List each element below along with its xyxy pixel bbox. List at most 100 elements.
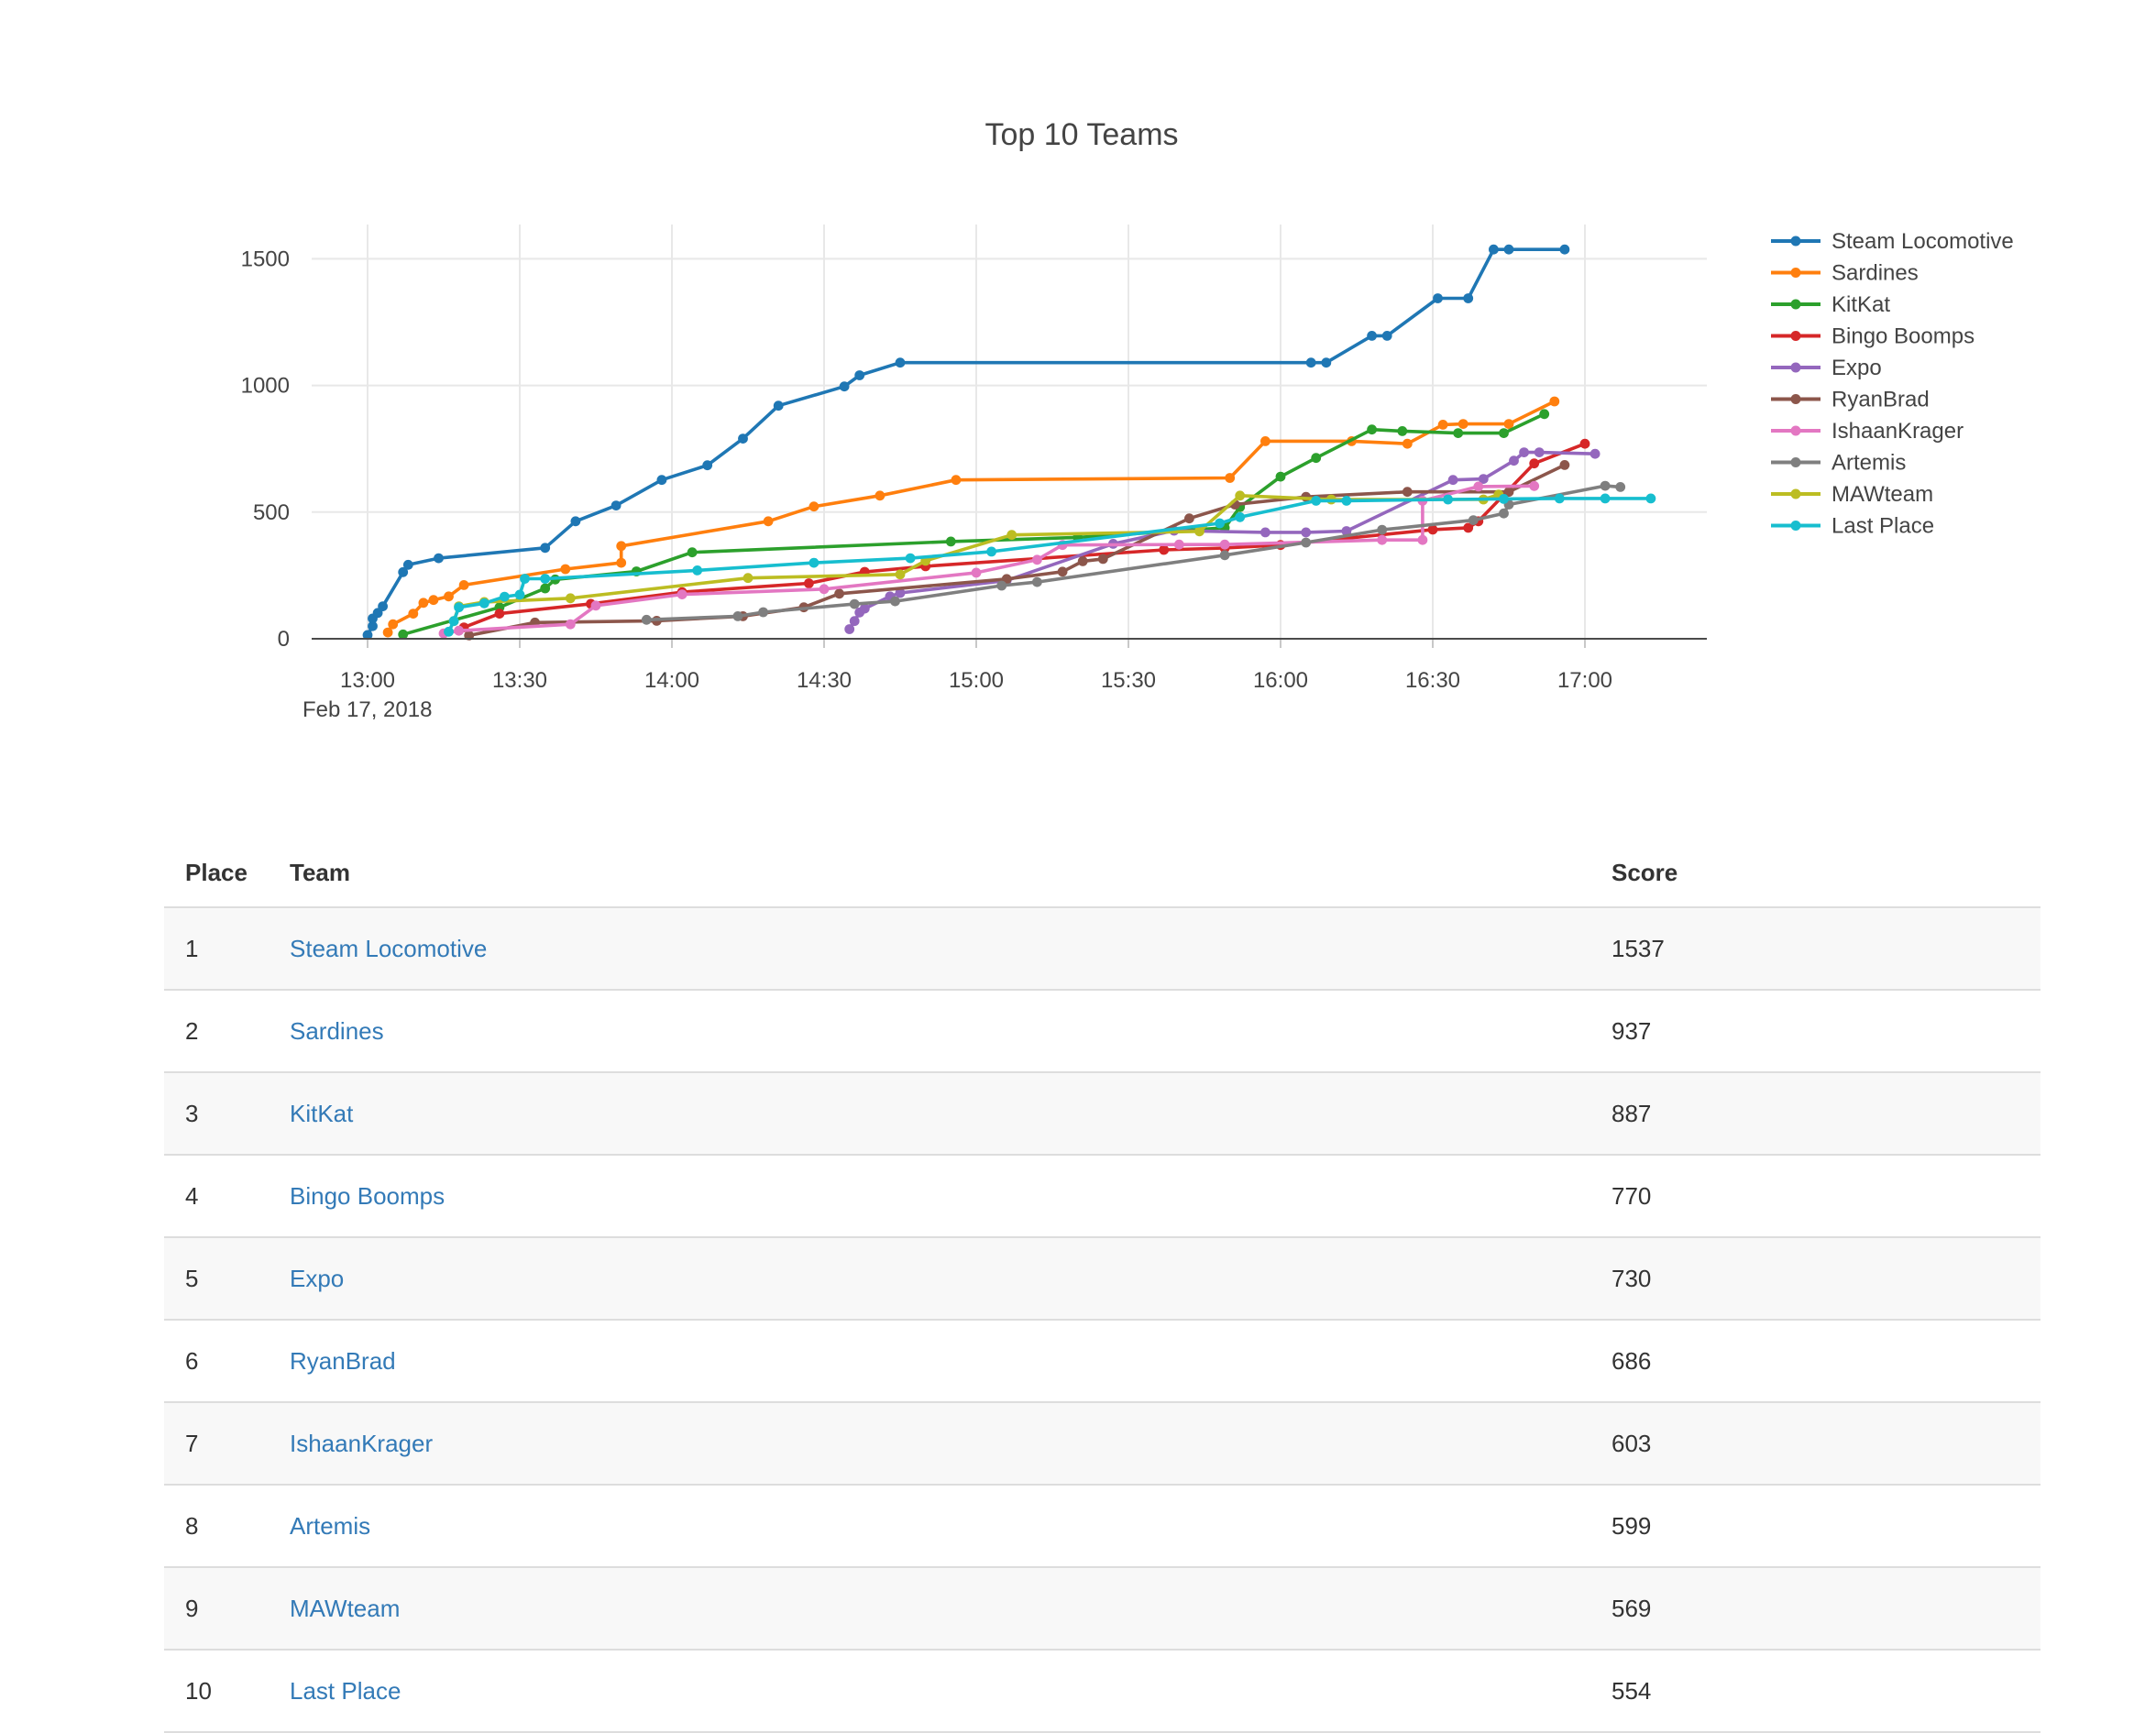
table-row: 4 Bingo Boomps 770 <box>164 1155 2040 1238</box>
data-point-marker <box>834 588 844 599</box>
data-point-marker <box>500 591 510 602</box>
data-point-marker <box>378 601 388 611</box>
legend-label: RyanBrad <box>1832 388 1930 412</box>
team-cell: Sardines <box>289 990 1611 1073</box>
team-link[interactable]: KitKat <box>290 1099 354 1127</box>
legend-label: MAWteam <box>1832 482 1933 507</box>
team-cell: KitKat <box>289 1072 1611 1156</box>
legend-item-kitkat[interactable]: KitKat <box>1771 292 1890 317</box>
legend-item-ryanbrad[interactable]: RyanBrad <box>1771 388 1930 412</box>
data-point-marker <box>742 573 754 584</box>
data-point-marker <box>1499 494 1509 504</box>
legend-item-sardines[interactable]: Sardines <box>1771 261 1919 286</box>
data-point-marker <box>1433 293 1443 303</box>
place-cell: 9 <box>164 1567 289 1651</box>
data-point-marker <box>1499 508 1509 519</box>
team-link[interactable]: Artemis <box>290 1511 371 1540</box>
place-cell: 5 <box>164 1237 289 1321</box>
legend-marker <box>1790 299 1801 310</box>
legend-item-bingo-boomps[interactable]: Bingo Boomps <box>1771 324 1974 349</box>
x-tick-label: 14:30 <box>797 668 852 693</box>
data-point-marker <box>996 580 1007 591</box>
data-point-marker <box>945 536 956 547</box>
gridlines <box>312 225 1707 639</box>
team-cell: Artemis <box>289 1485 1611 1568</box>
data-point-marker <box>616 541 627 552</box>
legend-item-last-place[interactable]: Last Place <box>1771 514 1934 539</box>
legend-label: Artemis <box>1832 451 1906 476</box>
data-point-marker <box>444 626 454 637</box>
data-point-marker <box>971 567 982 578</box>
y-tick-label: 1500 <box>241 247 290 271</box>
place-cell: 1 <box>164 907 289 991</box>
data-point-marker <box>418 598 429 609</box>
data-point-marker <box>808 557 820 568</box>
legend-item-artemis[interactable]: Artemis <box>1771 451 1906 476</box>
legend-item-ishaankrager[interactable]: IshaanKrager <box>1771 419 1964 444</box>
data-point-marker <box>382 627 393 638</box>
data-point-marker <box>1489 244 1499 255</box>
data-point-marker <box>1006 530 1018 541</box>
data-point-marker <box>1301 537 1312 548</box>
series-last-place <box>444 493 1656 637</box>
place-cell: 8 <box>164 1485 289 1568</box>
data-point-marker <box>1443 494 1453 505</box>
data-point-marker <box>1437 420 1448 430</box>
data-point-marker <box>434 553 444 564</box>
legend-label: Expo <box>1832 356 1882 380</box>
legend-item-expo[interactable]: Expo <box>1771 356 1882 380</box>
legend-item-mawteam[interactable]: MAWteam <box>1771 482 1933 507</box>
data-point-marker <box>458 580 469 590</box>
team-link[interactable]: Sardines <box>290 1016 384 1045</box>
data-point-marker <box>1600 480 1611 491</box>
score-cell: 887 <box>1611 1072 2040 1156</box>
legend-label: IshaanKrager <box>1832 419 1964 444</box>
data-point-marker <box>839 381 850 392</box>
data-point-marker <box>540 583 551 594</box>
y-tick-label: 1000 <box>241 374 290 399</box>
legend-marker <box>1790 236 1801 247</box>
data-point-marker <box>1559 460 1570 470</box>
x-tick-label: 14:00 <box>644 668 699 693</box>
series-artemis <box>641 480 1626 625</box>
data-point-marker <box>758 607 768 618</box>
data-point-marker <box>1453 428 1464 438</box>
data-point-marker <box>520 574 530 584</box>
data-point-marker <box>1499 428 1509 438</box>
data-point-marker <box>398 566 409 577</box>
data-point-marker <box>773 400 784 411</box>
team-link[interactable]: MAWteam <box>290 1594 401 1622</box>
data-point-marker <box>565 619 576 630</box>
data-point-marker <box>849 598 860 609</box>
team-link[interactable]: IshaanKrager <box>290 1429 434 1457</box>
data-point-marker <box>368 620 378 631</box>
data-point-marker <box>494 609 505 619</box>
team-link[interactable]: Bingo Boomps <box>290 1181 446 1210</box>
data-point-marker <box>1402 438 1413 449</box>
data-point-marker <box>905 553 916 564</box>
data-point-marker <box>1529 458 1540 469</box>
score-graph-svg: 13:00 13:30 14:00 14:30 15:00 15:30 16:00 16:30… <box>241 117 2014 722</box>
team-link[interactable]: Expo <box>290 1264 345 1292</box>
score-cell: 730 <box>1611 1237 2040 1321</box>
team-link[interactable]: RyanBrad <box>290 1346 396 1375</box>
legend-marker <box>1790 488 1801 499</box>
series-line <box>442 484 1536 636</box>
data-point-marker <box>540 574 551 584</box>
data-point-marker <box>763 516 774 527</box>
data-point-marker <box>854 370 865 380</box>
data-point-marker <box>687 547 698 558</box>
team-link[interactable]: Last Place <box>290 1676 402 1705</box>
score-cell: 603 <box>1611 1402 2040 1486</box>
data-point-marker <box>1184 513 1194 524</box>
table-header: Place Team Score <box>164 839 2040 908</box>
table-row: 6 RyanBrad 686 <box>164 1320 2040 1403</box>
data-point-marker <box>1260 436 1270 446</box>
team-link[interactable]: Steam Locomotive <box>290 934 488 962</box>
data-point-marker <box>616 557 627 568</box>
top-teams-chart: 13:00 13:30 14:00 14:30 15:00 15:30 16:00 16:30… <box>0 0 2156 797</box>
x-tick-label: 15:30 <box>1101 668 1156 693</box>
legend-label: Bingo Boomps <box>1832 324 1974 349</box>
legend-item-steam-locomotive[interactable]: Steam Locomotive <box>1771 229 2014 254</box>
series-kitkat <box>398 409 1550 640</box>
